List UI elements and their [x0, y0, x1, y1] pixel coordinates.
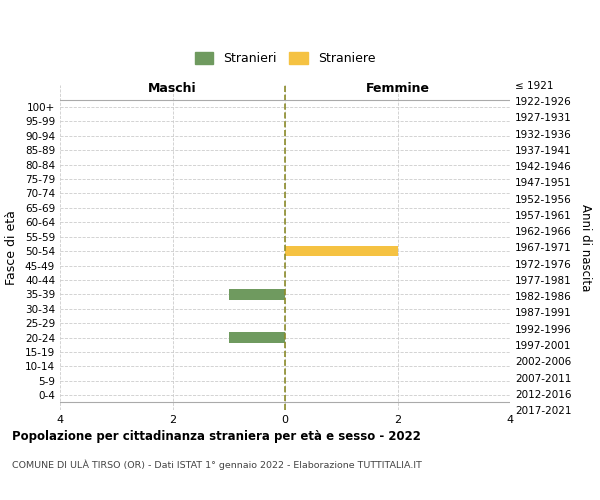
- Bar: [229, 289, 285, 300]
- Text: Popolazione per cittadinanza straniera per età e sesso - 2022: Popolazione per cittadinanza straniera p…: [12, 430, 421, 443]
- Text: Maschi: Maschi: [148, 82, 197, 94]
- Legend: Stranieri, Straniere: Stranieri, Straniere: [194, 52, 376, 65]
- Bar: [285, 246, 398, 256]
- Bar: [229, 332, 285, 343]
- Text: Femmine: Femmine: [365, 82, 430, 94]
- Text: COMUNE DI ULÀ TIRSO (OR) - Dati ISTAT 1° gennaio 2022 - Elaborazione TUTTITALIA.: COMUNE DI ULÀ TIRSO (OR) - Dati ISTAT 1°…: [12, 460, 422, 470]
- Y-axis label: Anni di nascita: Anni di nascita: [580, 204, 592, 291]
- Y-axis label: Fasce di età: Fasce di età: [5, 210, 18, 285]
